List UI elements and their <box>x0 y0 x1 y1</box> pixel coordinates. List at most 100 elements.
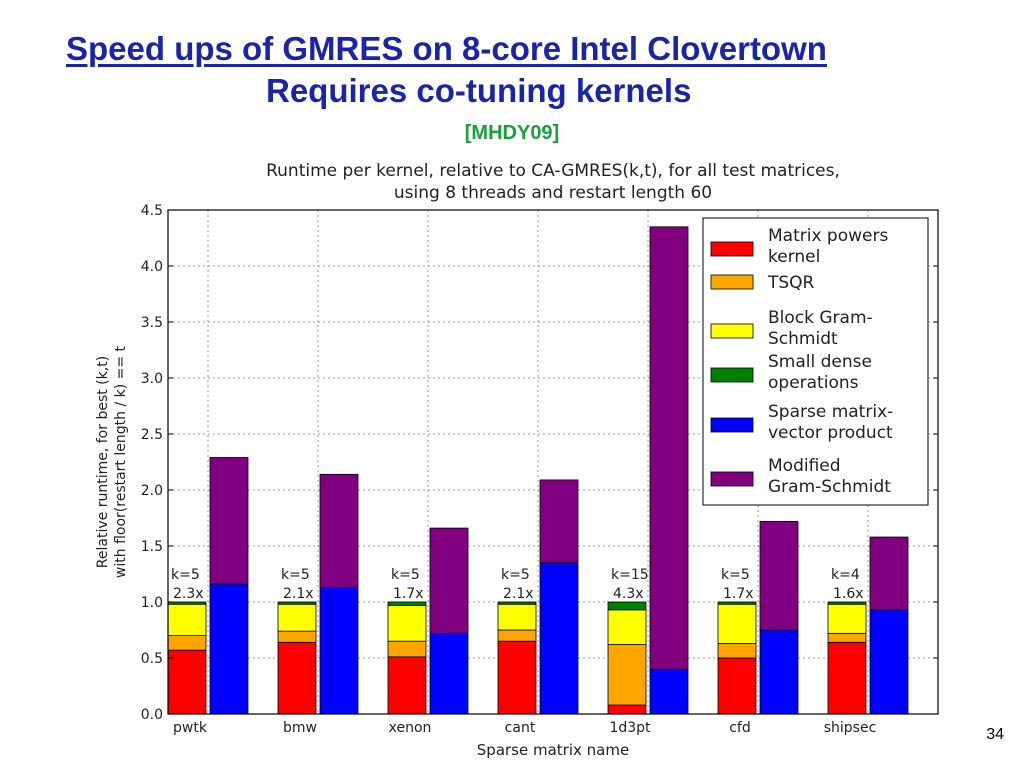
annotation-speedup: 2.1x <box>283 586 314 602</box>
bar-segment-bgs-1d3pt <box>607 609 647 645</box>
chart-title-line: using 8 threads and restart length 60 <box>394 183 712 203</box>
legend-label-spmv: Sparse matrix- <box>768 402 893 422</box>
y-tick-label: 3.0 <box>141 371 163 387</box>
bar-segment-spmv-cant <box>539 562 579 715</box>
x-tick-label: cant <box>505 720 536 736</box>
x-tick-label: shipsec <box>824 720 877 736</box>
bar-segment-tsqr-shipsec <box>827 632 867 643</box>
legend-label-spmv: vector product <box>768 423 893 443</box>
annotation-k: k=15 <box>611 567 649 583</box>
bar-segment-spmv-bmw <box>319 587 359 715</box>
bar-segment-bgs-cfd <box>717 603 757 644</box>
legend-label-tsqr: TSQR <box>767 273 815 293</box>
legend-swatch-mpk <box>710 241 754 257</box>
slide-title-line-1: Speed ups of GMRES on 8-core Intel Clove… <box>66 30 827 67</box>
annotation-speedup: 2.1x <box>503 586 534 602</box>
annotation-speedup: 1.7x <box>723 586 754 602</box>
y-tick-label: 0.5 <box>141 651 163 667</box>
bar-segment-bgs-bmw <box>277 603 317 632</box>
bar-segment-spmv-shipsec <box>869 609 909 715</box>
bar-segment-tsqr-1d3pt <box>607 644 647 706</box>
legend-label-bgs: Schmidt <box>768 329 838 349</box>
annotation-k: k=5 <box>171 567 200 583</box>
legend-label-mpk: kernel <box>768 247 820 267</box>
legend-swatch-bgs <box>710 323 754 339</box>
annotation-k: k=5 <box>281 567 310 583</box>
chart-axes: 0.0 0.5 1.0 1.5 2.0 2.5 3.0 3.5 4.0 4.5 pwtk bmw xen… <box>95 203 939 759</box>
chart-title-line: Runtime per kernel, relative to CA-GMRES… <box>266 161 840 181</box>
bar-segment-mpk-bmw <box>277 641 317 715</box>
bar-segment-sdo-cfd <box>717 601 757 605</box>
bar-segment-spmv-cfd <box>759 629 799 715</box>
bar-segment-mgs-cant <box>539 479 579 564</box>
y-tick-label: 3.5 <box>141 315 163 331</box>
bar-segment-spmv-1d3pt <box>649 668 689 715</box>
bar-segment-mpk-cant <box>497 640 537 715</box>
bar-segment-spmv-xenon <box>429 632 469 715</box>
bar-segment-mpk-1d3pt <box>607 704 647 715</box>
bar-segment-mpk-pwtk <box>167 649 207 715</box>
annotation-speedup: 1.6x <box>833 586 864 602</box>
bar-segment-tsqr-cant <box>497 629 537 642</box>
bar-segment-mgs-xenon <box>429 527 469 634</box>
y-axis-label-line: Relative runtime, for best (k,t) <box>95 356 111 568</box>
bar-segment-mgs-bmw <box>319 473 359 588</box>
y-tick-label: 4.0 <box>141 259 163 275</box>
y-tick-label: 0.0 <box>141 707 163 723</box>
bar-segment-sdo-shipsec <box>827 601 867 605</box>
legend-label-mpk: Matrix powers <box>768 226 888 246</box>
bar-segment-bgs-pwtk <box>167 603 207 636</box>
bar-segment-mgs-cfd <box>759 520 799 631</box>
bar-segment-mgs-pwtk <box>209 457 249 585</box>
bar-segment-bgs-cant <box>497 603 537 631</box>
legend-label-sdo: operations <box>768 373 859 393</box>
x-axis-label: Sparse matrix name <box>477 741 629 759</box>
bar-segment-tsqr-xenon <box>387 640 427 658</box>
bar-segment-sdo-pwtk <box>167 601 207 605</box>
annotation-k: k=5 <box>721 567 750 583</box>
bar-annotations: k=5 2.3x k=5 2.1x k=5 1.7x k=5 2.1x k=15 4.3x k=5 1… <box>171 567 864 602</box>
annotation-k: k=5 <box>501 567 530 583</box>
bar-segment-spmv-pwtk <box>209 583 249 715</box>
legend-label-mgs: Modified <box>768 456 841 476</box>
bar-segment-mgs-shipsec <box>869 536 909 611</box>
x-tick-label: pwtk <box>173 720 208 736</box>
chart-title: Runtime per kernel, relative to CA-GMRES… <box>266 161 840 203</box>
x-tick-label: 1d3pt <box>609 720 651 736</box>
legend-swatch-tsqr <box>710 274 754 290</box>
citation-label: [MHDY09] <box>464 122 560 144</box>
bar-segment-mpk-shipsec <box>827 641 867 715</box>
bar-segment-sdo-xenon <box>387 601 427 606</box>
bar-segment-bgs-xenon <box>387 604 427 642</box>
plot-frame <box>167 209 939 715</box>
annotation-k: k=5 <box>391 567 420 583</box>
y-tick-label: 2.0 <box>141 483 163 499</box>
bar-segment-mpk-cfd <box>717 657 757 715</box>
y-tick-label: 1.0 <box>141 595 163 611</box>
annotation-k: k=4 <box>831 567 860 583</box>
bar-segment-sdo-1d3pt <box>607 601 647 611</box>
bar-segment-sdo-bmw <box>277 601 317 605</box>
bar-segment-tsqr-pwtk <box>167 635 207 651</box>
bar-segment-tsqr-cfd <box>717 643 757 659</box>
bar-segment-sdo-cant <box>497 601 537 605</box>
legend-label-bgs: Block Gram- <box>768 308 873 328</box>
legend-swatch-spmv <box>710 417 754 433</box>
bar-segment-bgs-shipsec <box>827 603 867 634</box>
bar-segment-tsqr-bmw <box>277 630 317 643</box>
y-axis-label-line: with floor(restart length / k) == t <box>113 345 129 578</box>
annotation-speedup: 4.3x <box>613 586 644 602</box>
page-number: 34 <box>986 726 1004 743</box>
x-tick-label: xenon <box>389 720 432 736</box>
slide-title-area: Speed ups of GMRES on 8-core Intel Clove… <box>66 28 966 132</box>
annotation-speedup: 2.3x <box>173 586 204 602</box>
bar-segment-mgs-1d3pt <box>649 226 689 670</box>
chart-bars <box>167 226 909 715</box>
bar-segment-mpk-xenon <box>387 656 427 715</box>
y-tick-label: 2.5 <box>141 427 163 443</box>
y-tick-label: 4.5 <box>141 203 163 219</box>
legend-label-mgs: Gram-Schmidt <box>768 477 891 497</box>
legend-swatch-sdo <box>710 367 754 383</box>
